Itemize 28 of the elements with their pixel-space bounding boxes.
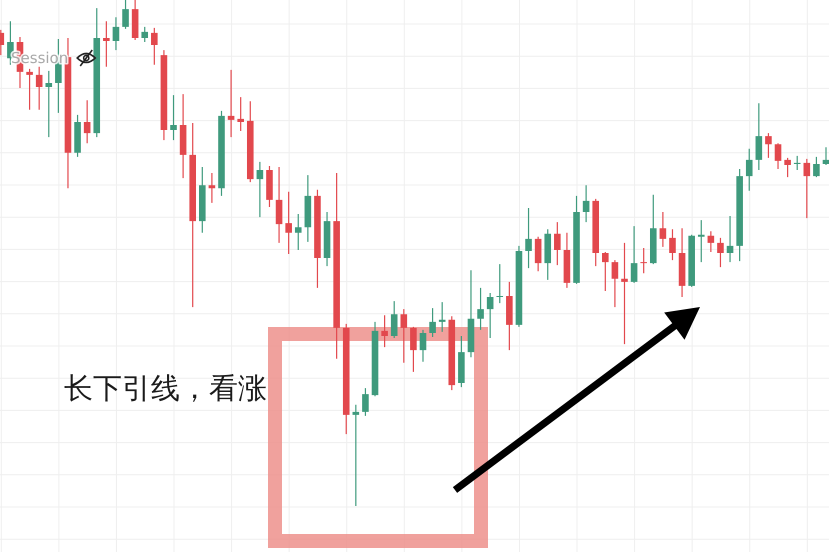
candlestick	[294, 214, 302, 250]
candlestick	[804, 158, 810, 218]
candlestick	[400, 309, 408, 363]
candlestick	[266, 166, 273, 207]
candlestick	[698, 220, 705, 262]
candlestick	[151, 28, 158, 65]
candlestick	[602, 252, 609, 291]
candlestick	[352, 404, 360, 506]
candlestick	[774, 143, 782, 170]
candlestick	[554, 222, 561, 266]
candlestick	[189, 122, 196, 308]
annotation: 长下引线，看涨	[64, 371, 267, 405]
candlestick	[84, 100, 90, 144]
candlestick	[45, 70, 52, 138]
candlestick	[756, 103, 762, 170]
candlestick	[36, 66, 42, 110]
candlestick	[438, 302, 446, 332]
candlestick	[573, 196, 580, 284]
candlestick	[794, 156, 801, 170]
candlestick	[486, 292, 494, 338]
candlestick	[103, 21, 110, 67]
candlestick	[496, 264, 504, 304]
candlestick	[237, 97, 244, 132]
candlestick	[141, 26, 148, 42]
candlestick	[640, 248, 647, 274]
candlestick	[746, 148, 753, 191]
candlestick	[285, 192, 292, 254]
candlestick	[122, 0, 129, 29]
